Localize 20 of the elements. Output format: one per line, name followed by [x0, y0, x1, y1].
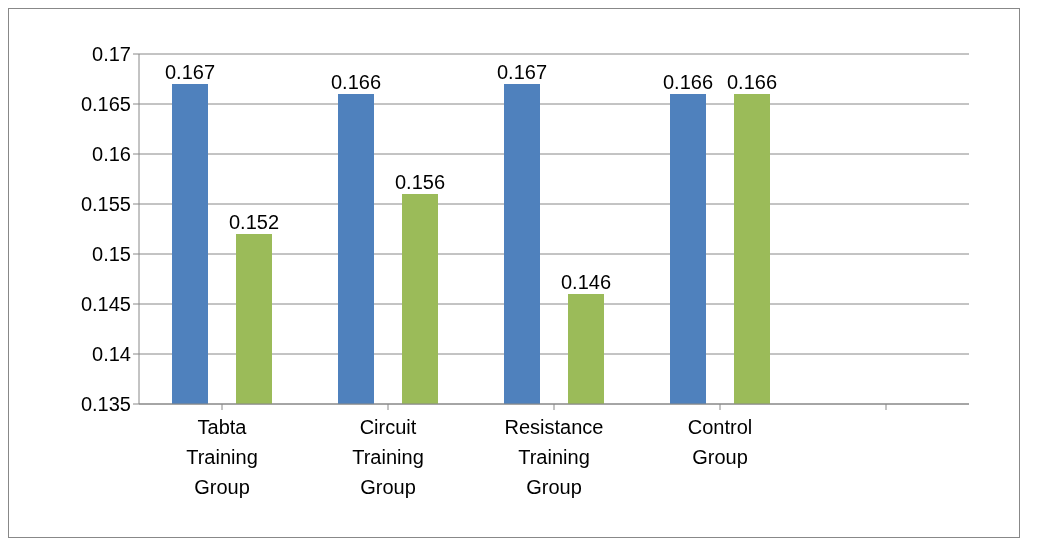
y-tick-label: 0.14	[92, 343, 131, 366]
data-label: 0.166	[330, 71, 382, 93]
x-tick-label: Circuit Training Group	[352, 416, 424, 498]
data-label: 0.146	[560, 271, 612, 293]
y-tick-label: 0.15	[92, 243, 131, 266]
y-tick-label: 0.17	[92, 43, 131, 66]
y-tick-label: 0.155	[80, 193, 131, 216]
y-tick-label: 0.16	[92, 143, 131, 166]
data-label: 0.166	[726, 71, 778, 93]
data-label: 0.167	[164, 61, 216, 83]
y-tick-label: 0.135	[80, 393, 131, 416]
data-label: 0.156	[394, 171, 446, 193]
x-tick-label: Tabta Training Group	[186, 416, 258, 498]
data-label: 0.167	[496, 61, 548, 83]
data-label: 0.166	[662, 71, 714, 93]
y-tick-label: 0.165	[80, 93, 131, 116]
data-label: 0.152	[228, 211, 280, 233]
y-tick-label: 0.145	[80, 293, 131, 316]
x-tick-label: Control Group	[687, 416, 753, 468]
x-tick-label: Resistance Training Group	[504, 416, 604, 498]
